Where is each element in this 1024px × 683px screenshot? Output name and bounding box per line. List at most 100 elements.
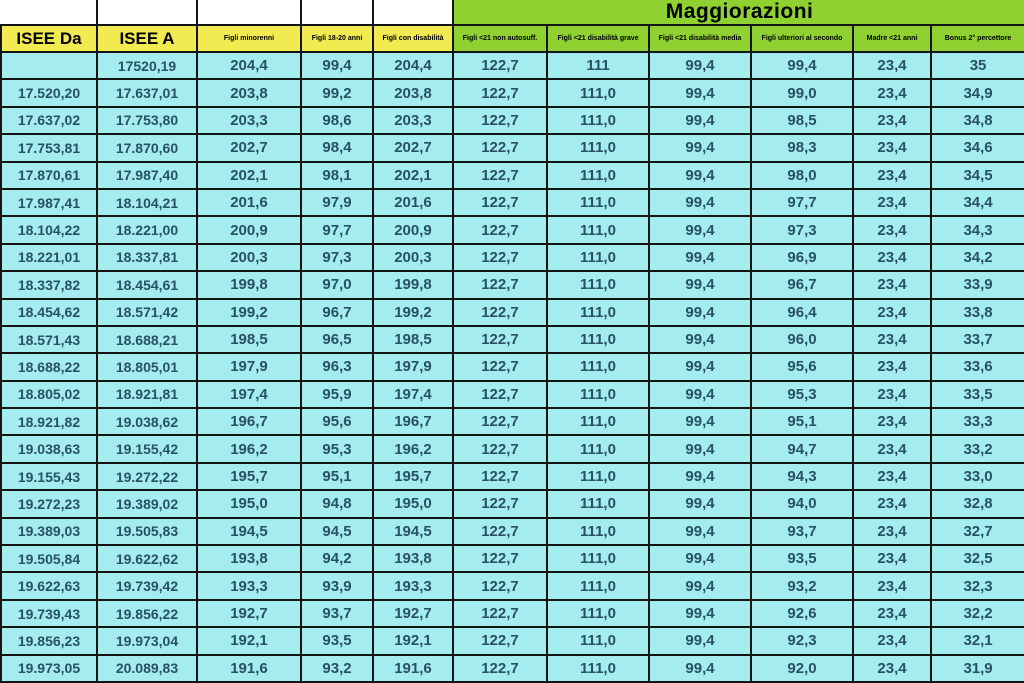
table-cell: 111,0: [546, 407, 650, 437]
table-cell: 99,4: [648, 324, 752, 355]
table-cell: 23,4: [852, 461, 932, 492]
table-cell: 94,8: [300, 489, 374, 519]
table-cell: 18.221,00: [96, 215, 198, 245]
table-row: 19.622,63 19.739,42 193,3 93,9 193,3 122,7 111…: [0, 571, 1024, 601]
table-cell: 99,4: [648, 653, 752, 683]
table-cell: 197,4: [372, 379, 454, 410]
table-cell: 23,4: [852, 379, 932, 410]
table-cell: 111,0: [546, 242, 650, 273]
table-cell: 23,4: [852, 242, 932, 273]
table-cell: 23,4: [852, 516, 932, 547]
table-cell: 201,6: [196, 187, 302, 218]
table-cell: 97,9: [300, 187, 374, 218]
table-cell: 23,4: [852, 78, 932, 108]
table-cell: 33,2: [929, 434, 1024, 464]
spacer-cell: [196, 0, 302, 26]
table-cell: 111,0: [546, 571, 650, 601]
table-cell: 195,0: [196, 489, 302, 519]
table-cell: 19.389,03: [0, 516, 98, 547]
table-cell: 93,2: [750, 571, 854, 601]
table-cell: 204,4: [196, 50, 302, 81]
table-cell: 194,5: [372, 516, 454, 547]
table-cell: 19.622,62: [96, 544, 198, 574]
table-cell: 18.921,81: [96, 379, 198, 410]
table-cell: 33,3: [929, 407, 1024, 437]
table-row: 17520,19 204,4 99,4 204,4 122,7 111 99,4 99,4 23…: [0, 50, 1024, 81]
column-header: Madre <21 anni: [852, 24, 932, 53]
table-cell: 23,4: [852, 407, 932, 437]
table-cell: 95,3: [300, 434, 374, 464]
table-cell: 23,4: [852, 352, 932, 382]
table-cell: 122,7: [452, 187, 548, 218]
table-cell: 95,6: [300, 407, 374, 437]
table-cell: 93,5: [750, 544, 854, 574]
table-cell: 33,8: [929, 297, 1024, 327]
table-row: 19.856,23 19.973,04 192,1 93,5 192,1 122,7 111…: [0, 626, 1024, 656]
table-cell: 99,4: [648, 598, 752, 629]
table-cell: 198,5: [372, 324, 454, 355]
table-cell: 193,3: [372, 571, 454, 601]
table-cell: 33,6: [929, 352, 1024, 382]
table-cell: 99,4: [648, 626, 752, 656]
table-cell: 94,5: [300, 516, 374, 547]
table-cell: 97,3: [750, 215, 854, 245]
table-cell: 195,7: [196, 461, 302, 492]
table-cell: 23,4: [852, 544, 932, 574]
table-cell: 196,7: [196, 407, 302, 437]
spacer-cell: [96, 0, 198, 26]
table-cell: 93,7: [750, 516, 854, 547]
table-cell: 32,3: [929, 571, 1024, 601]
table-cell: 17.520,20: [0, 78, 98, 108]
table-cell: 23,4: [852, 270, 932, 300]
table-cell: 111,0: [546, 352, 650, 382]
table-cell: 32,2: [929, 598, 1024, 629]
table-row: 19.272,23 19.389,02 195,0 94,8 195,0 122,7 111…: [0, 489, 1024, 519]
table-cell: 96,4: [750, 297, 854, 327]
table-cell: 18.104,21: [96, 187, 198, 218]
table-cell: 111,0: [546, 270, 650, 300]
table-cell: 192,7: [196, 598, 302, 629]
table-cell: 99,4: [648, 78, 752, 108]
table-cell: 92,6: [750, 598, 854, 629]
table-cell: 111,0: [546, 598, 650, 629]
table-cell: 17.870,60: [96, 133, 198, 163]
table-row: 17.753,81 17.870,60 202,7 98,4 202,7 122,7 111…: [0, 133, 1024, 163]
table-cell: 92,0: [750, 653, 854, 683]
table-cell: 111,0: [546, 544, 650, 574]
table-cell: 92,3: [750, 626, 854, 656]
table-cell: 111,0: [546, 379, 650, 410]
table-cell: 195,7: [372, 461, 454, 492]
table-cell: 98,5: [750, 105, 854, 136]
table-cell: 20.089,83: [96, 653, 198, 683]
table-cell: [0, 50, 98, 81]
table-cell: 18.454,62: [0, 297, 98, 327]
table-row: 17.520,20 17.637,01 203,8 99,2 203,8 122,7 111…: [0, 78, 1024, 108]
table-cell: 34,4: [929, 187, 1024, 218]
table-cell: 23,4: [852, 653, 932, 683]
table-cell: 18.337,82: [0, 270, 98, 300]
table-cell: 23,4: [852, 160, 932, 190]
table-cell: 19.505,83: [96, 516, 198, 547]
table-cell: 122,7: [452, 544, 548, 574]
table-cell: 192,1: [372, 626, 454, 656]
table-cell: 99,0: [750, 78, 854, 108]
table-cell: 94,0: [750, 489, 854, 519]
column-header: Bonus 2° percettore: [929, 24, 1024, 53]
table-row: 19.155,43 19.272,22 195,7 95,1 195,7 122,7 111…: [0, 461, 1024, 492]
table-cell: 17.637,02: [0, 105, 98, 136]
table-cell: 122,7: [452, 297, 548, 327]
table-cell: 200,3: [372, 242, 454, 273]
table-row: 18.921,82 19.038,62 196,7 95,6 196,7 122,7 111…: [0, 407, 1024, 437]
table-cell: 17520,19: [96, 50, 198, 81]
table-cell: 23,4: [852, 434, 932, 464]
table-cell: 200,3: [196, 242, 302, 273]
table-cell: 23,4: [852, 324, 932, 355]
table-cell: 122,7: [452, 598, 548, 629]
table-cell: 19.038,62: [96, 407, 198, 437]
table-cell: 199,2: [372, 297, 454, 327]
table-cell: 122,7: [452, 50, 548, 81]
column-header: Figli ulteriori al secondo: [750, 24, 854, 53]
table-cell: 96,7: [750, 270, 854, 300]
table-cell: 111,0: [546, 105, 650, 136]
